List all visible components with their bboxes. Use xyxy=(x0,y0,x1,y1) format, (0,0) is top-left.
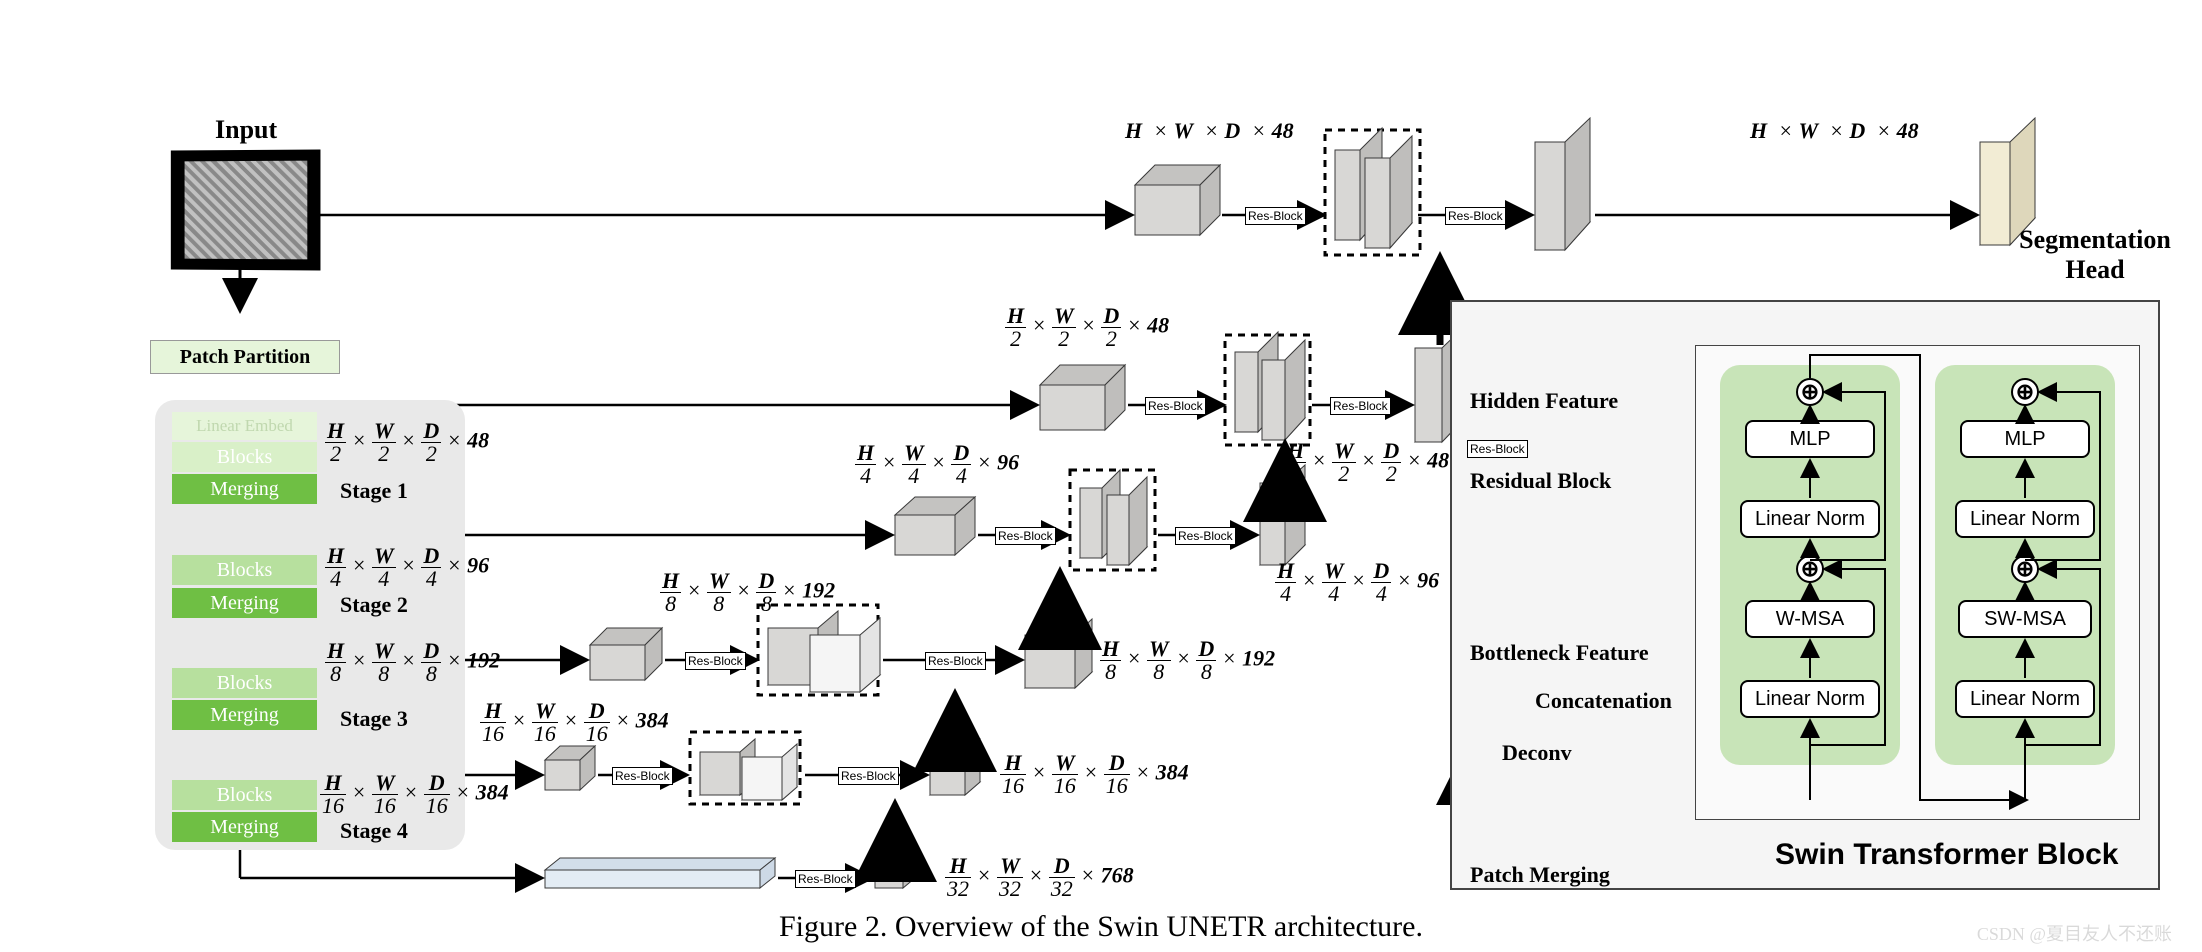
watermark: CSDN @夏目友人不还账 xyxy=(1977,920,2172,946)
st-title: Swin Transformer Block xyxy=(1775,838,2118,872)
figure-caption: Figure 2. Overview of the Swin UNETR arc… xyxy=(0,910,2202,944)
st-arrows xyxy=(0,0,2202,952)
figure-canvas: Input Patch Partition Linear Embed Block… xyxy=(0,0,2202,952)
